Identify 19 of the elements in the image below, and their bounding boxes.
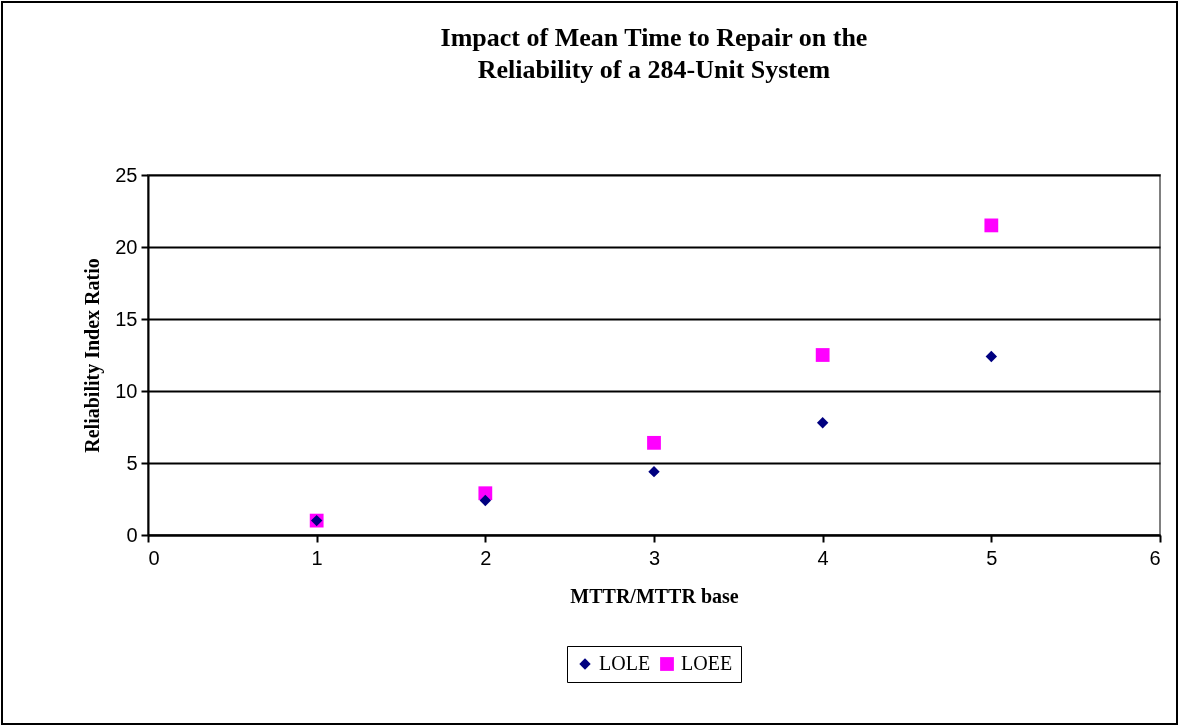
y-tick-label: 25 [115,163,138,186]
y-tick-label: 0 [126,523,138,546]
x-tick-label: 2 [480,546,492,569]
text: Reliability of a 284-Unit System [477,55,831,84]
x-tick-label: 4 [817,546,829,569]
y-axis-title: Reliability Index Ratio [81,258,105,453]
y-tick-label: 20 [115,235,138,258]
y-tick-label: 5 [126,451,138,474]
x-axis-title: MTTR/MTTR base [570,584,739,607]
x-tick-label: 0 [148,546,160,569]
y-tick-label: 10 [115,379,138,402]
x-tick-label: 5 [986,546,998,569]
legend-label: LOEE [681,652,733,674]
x-tick-label: 3 [648,546,661,569]
x-tick-label: 1 [311,546,323,569]
y-tick-label: 15 [115,307,138,330]
x-tick-label: 6 [1149,546,1161,569]
text: Impact of Mean Time to Repair on the [440,23,868,52]
legend-label: LOLE [599,652,651,674]
